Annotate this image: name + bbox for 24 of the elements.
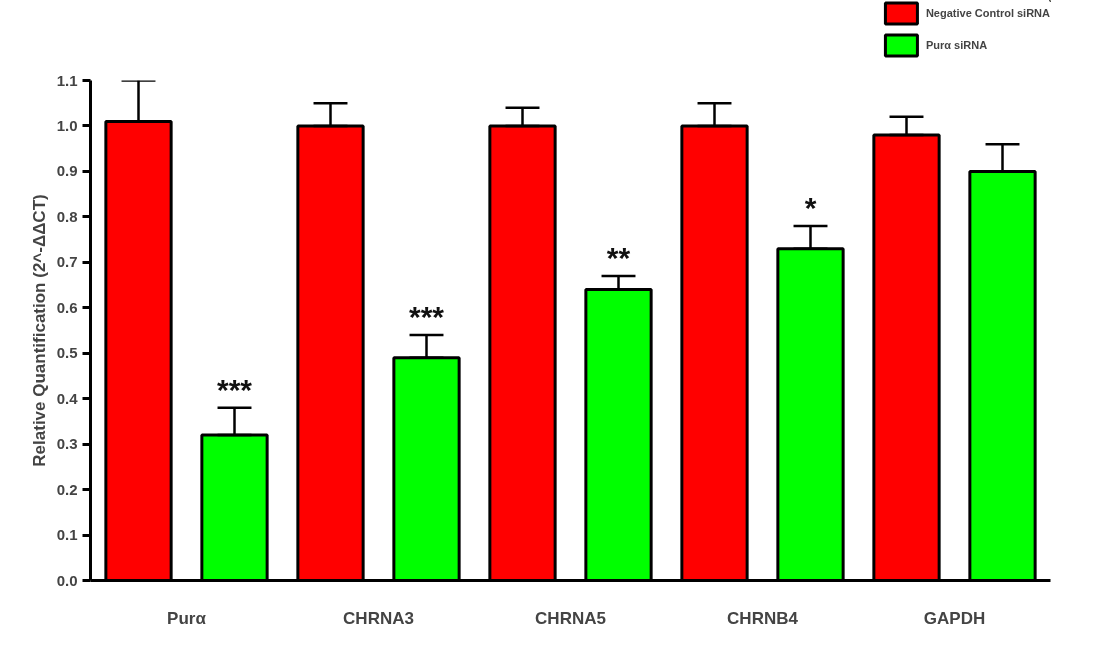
y-tick-label: 0.1: [56, 526, 78, 544]
y-tick-label: 0.9: [56, 162, 78, 180]
x-tick-label: CHRNB4: [727, 608, 799, 628]
x-tick-label: GAPDH: [923, 608, 986, 628]
y-tick-label: 0.3: [56, 435, 78, 453]
y-axis-title: Relative Quantification (2^-ΔΔCT): [29, 194, 49, 467]
x-tick-label: Purα: [167, 608, 207, 628]
y-tick-label: 0.7: [56, 253, 78, 271]
y-tick-label: 0.6: [56, 298, 78, 316]
y-tick-label: 0.2: [56, 480, 78, 498]
x-tick-label: CHRNA3: [343, 608, 414, 628]
y-tick-label: 1.1: [56, 71, 78, 89]
legend-label: Negative Control siRNA: [925, 7, 1050, 19]
legend-label: Purα siRNA: [925, 39, 988, 51]
y-tick-label: 0.0: [56, 571, 78, 589]
x-tick-label: CHRNA5: [535, 608, 606, 628]
y-tick-label: 0.4: [56, 389, 79, 407]
y-tick-label: 1.0: [56, 116, 78, 134]
y-tick-label: 0.8: [56, 207, 78, 225]
annotation: ***: [216, 372, 253, 406]
annotation: *: [804, 190, 817, 224]
y-tick-label: 0.5: [56, 344, 78, 362]
annotation: ***: [408, 300, 445, 334]
annotation: **: [606, 240, 631, 274]
